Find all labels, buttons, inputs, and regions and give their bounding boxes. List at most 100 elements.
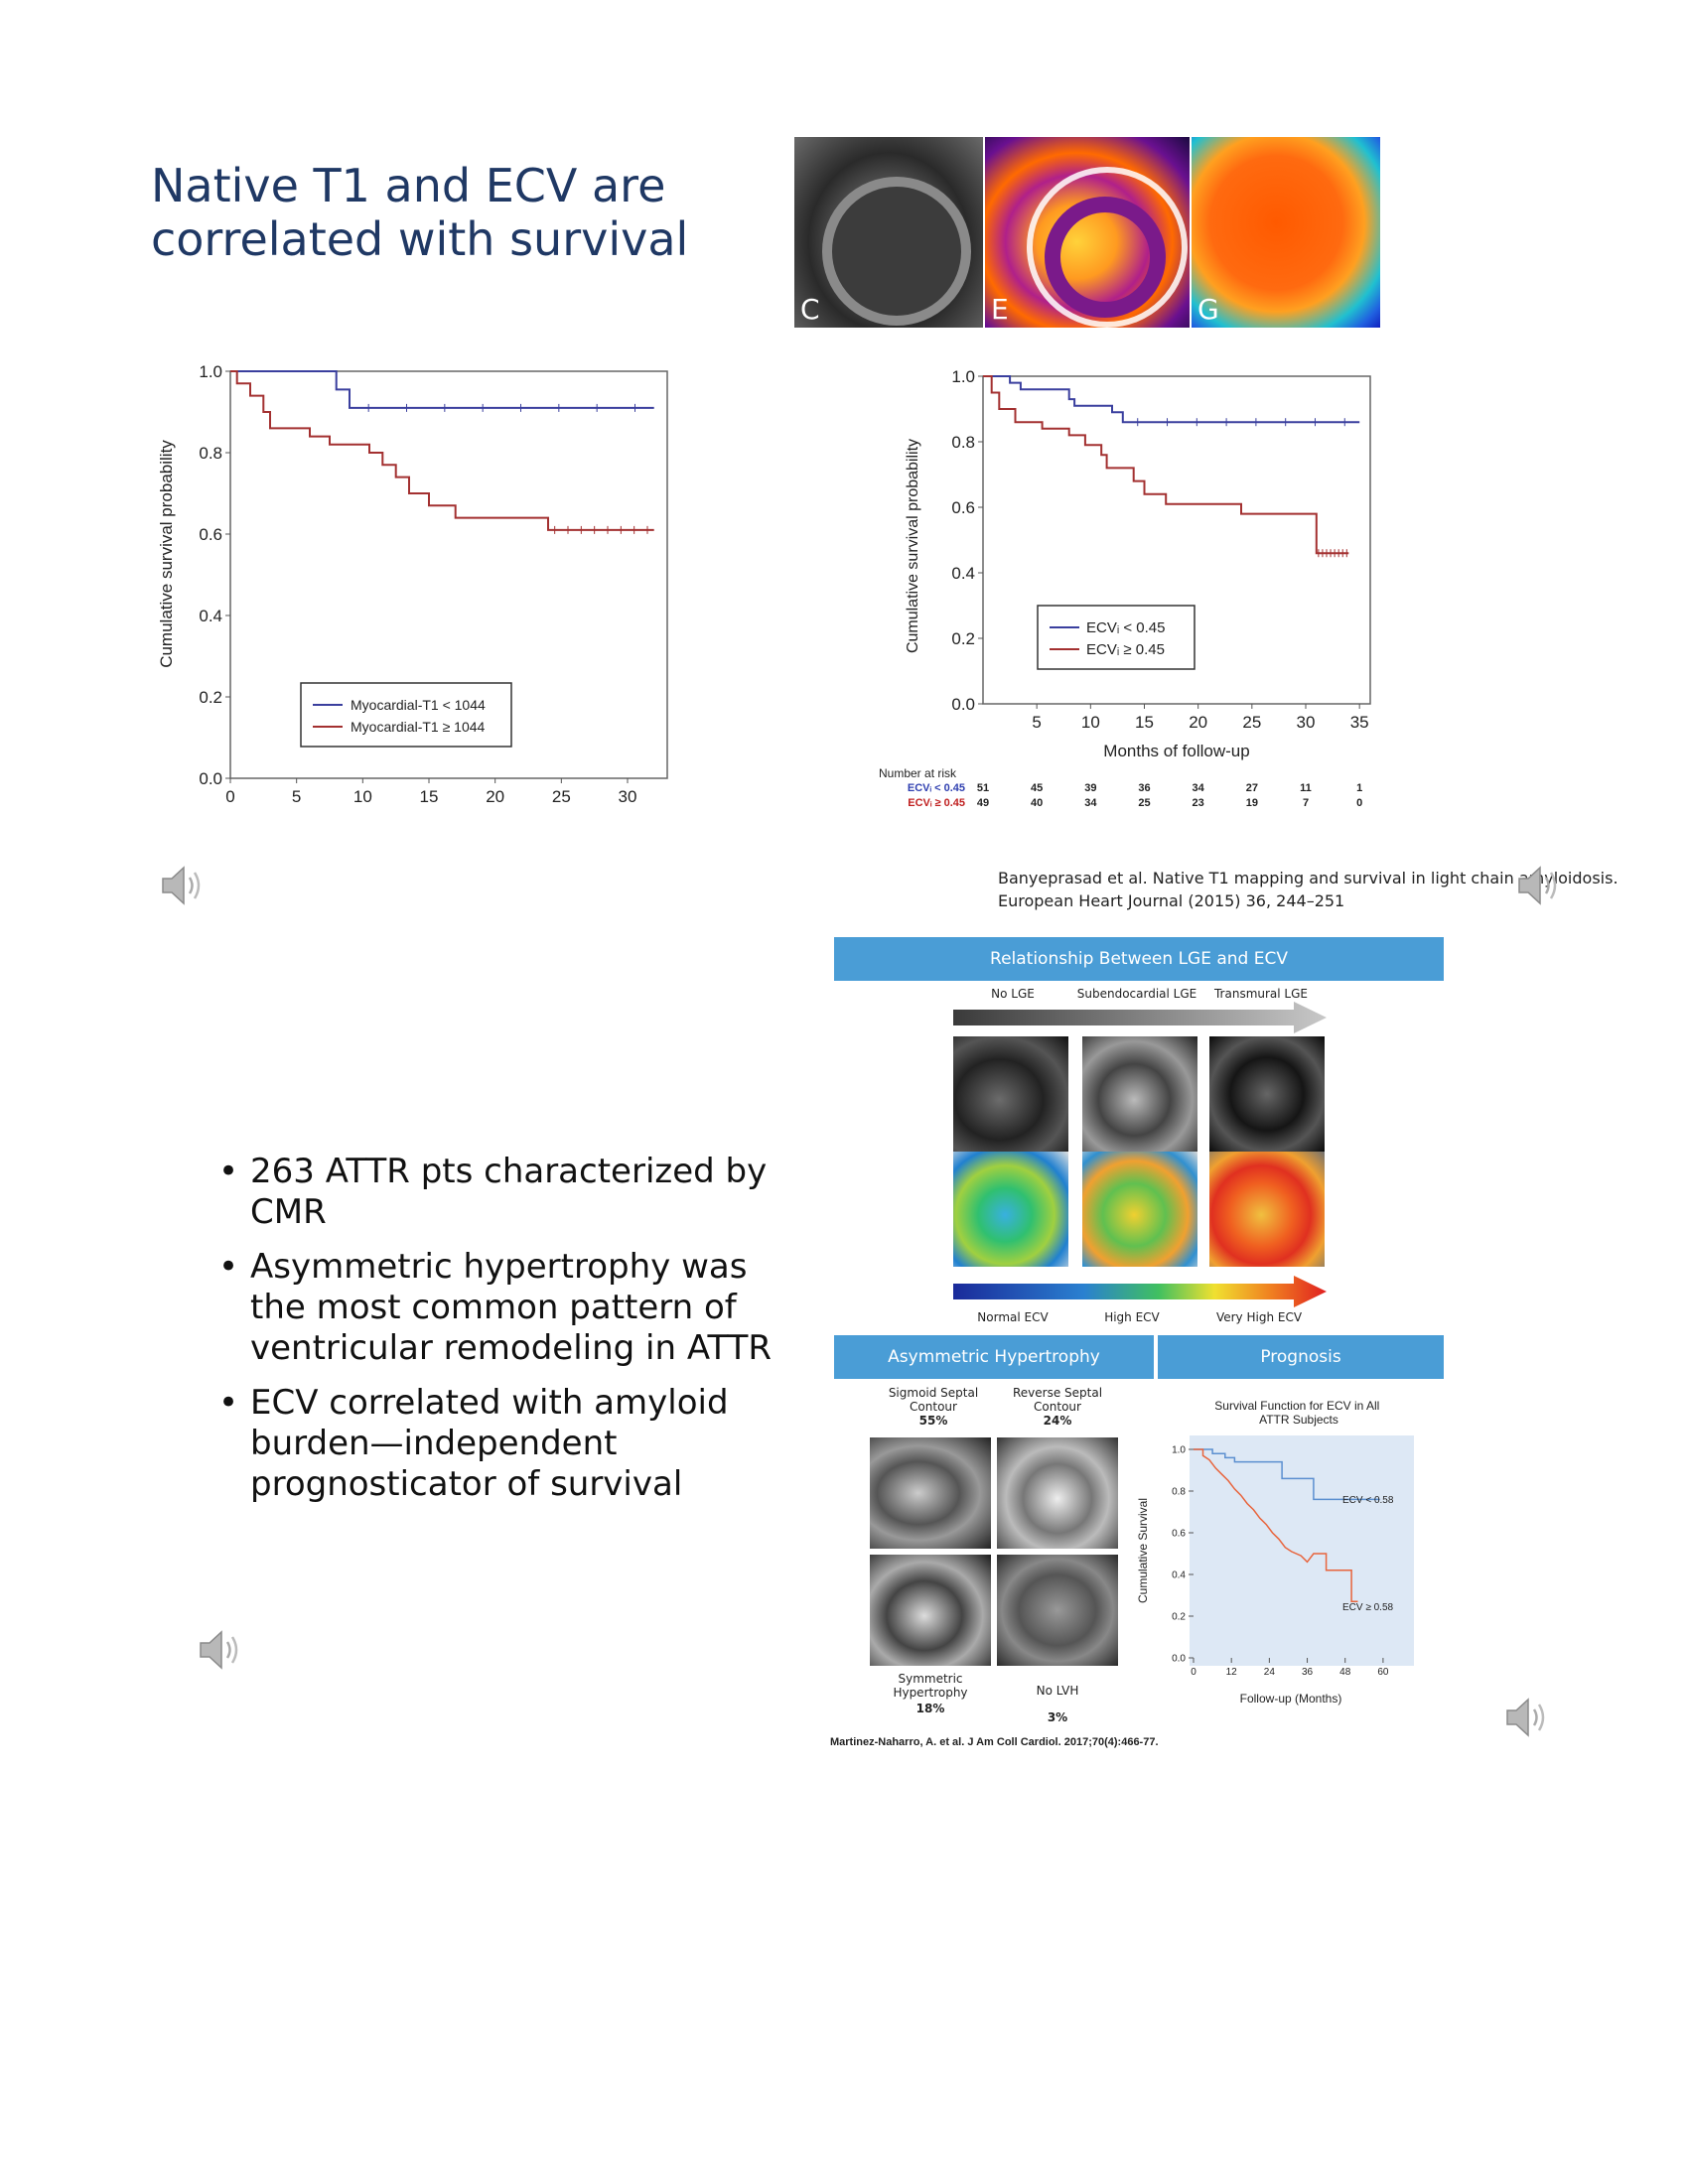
y-tick-label: 1.0 (199, 362, 222, 381)
risk-value: 40 (1031, 797, 1043, 809)
pattern-pct: 55% (918, 1414, 948, 1428)
title-line-1: Native T1 and ECV are (151, 159, 666, 212)
ecv-attr-survival-chart: Survival Function for ECV in All ATTR Su… (1136, 1399, 1414, 1706)
series-line-2 (983, 375, 1349, 555)
y-tick-label: 0.8 (951, 433, 975, 452)
x-tick-label: 35 (1350, 713, 1369, 732)
x-tick-label: 36 (1302, 1667, 1314, 1678)
audio-speaker-icon[interactable] (1501, 1692, 1553, 1743)
citation-1-line-1: Banyeprasad et al. Native T1 mapping and… (998, 869, 1618, 887)
band-asymmetric-hypertrophy: Asymmetric Hypertrophy (834, 1335, 1154, 1379)
citation-1-line-2: European Heart Journal (2015) 36, 244–25… (998, 891, 1345, 910)
x-tick-label: 10 (1081, 713, 1100, 732)
ecv-label-normal: Normal ECV (977, 1310, 1049, 1324)
x-tick-label: 15 (1135, 713, 1154, 732)
chart2-legend (1037, 605, 1196, 670)
pattern-sigmoid-septal: Sigmoid Septal Contour 55% (874, 1386, 993, 1428)
lge-label-transmural: Transmural LGE (1213, 987, 1308, 1001)
series-line-1 (983, 375, 1360, 424)
ecv-label-very-high: Very High ECV (1215, 1310, 1303, 1324)
chart3-plot-area (1190, 1435, 1414, 1666)
title-line-2: correlated with survival (151, 212, 689, 266)
y-tick-label: 0.2 (951, 629, 975, 648)
pattern-pct: 24% (1043, 1414, 1072, 1428)
chart2-legend-label-2: ECVᵢ ≥ 0.45 (1086, 641, 1165, 658)
chart2-frame (982, 375, 1371, 705)
ecv-map-normal-image (953, 1152, 1068, 1267)
y-tick-label: 0.0 (1172, 1654, 1186, 1665)
x-tick-label: 48 (1339, 1667, 1351, 1678)
risk-value: 1 (1356, 782, 1362, 794)
ecv-gradient-arrow (953, 1276, 1327, 1307)
series-line-1 (230, 370, 654, 409)
x-tick-label: 30 (1297, 713, 1316, 732)
y-tick-label: 0.4 (1172, 1570, 1186, 1581)
ecv-map-very-high-image (1209, 1152, 1325, 1267)
chart1-frame (229, 370, 668, 779)
mri-t1-map-image: E (985, 137, 1190, 328)
y-tick-label: 0.8 (1172, 1487, 1186, 1498)
y-tick-label: 1.0 (951, 367, 975, 386)
mri-no-lge-image (953, 1036, 1068, 1152)
chart1-legend-label-1: Myocardial-T1 < 1044 (351, 697, 486, 713)
risk-value: 36 (1138, 782, 1150, 794)
y-tick-label: 1.0 (1172, 1445, 1186, 1456)
mri-no-lvh-image (997, 1555, 1118, 1666)
risk-value: 19 (1246, 797, 1258, 809)
y-tick-label: 0.0 (951, 695, 975, 714)
risk-value: 51 (977, 782, 989, 794)
chart2-ylabel: Cumulative survival probability (905, 439, 921, 653)
risk-value: 34 (1193, 782, 1205, 794)
risk-value: 23 (1193, 797, 1204, 809)
band-lge-ecv: Relationship Between LGE and ECV (834, 937, 1444, 981)
mri-label-c: C (800, 293, 820, 326)
bullet-item: Asymmetric hypertrophy was the most comm… (218, 1247, 774, 1369)
series-line-1 (1194, 1448, 1380, 1501)
band-prognosis: Prognosis (1158, 1335, 1444, 1379)
x-tick-label: 20 (1189, 713, 1207, 732)
audio-speaker-icon[interactable] (1513, 860, 1565, 911)
bullet-item: 263 ATTR pts characterized by CMR (218, 1152, 774, 1233)
citation-martinez-naharro: Martinez-Naharro, A. et al. J Am Coll Ca… (830, 1736, 1159, 1748)
x-tick-label: 25 (1242, 713, 1261, 732)
mri-reverse-septal-image (997, 1437, 1118, 1549)
x-tick-label: 0 (225, 787, 234, 806)
risk-value: 49 (977, 797, 989, 809)
chart3-title-line: ATTR Subjects (1259, 1413, 1338, 1427)
risk-table-header: Number at risk (879, 766, 957, 780)
risk-row-label-1: ECVᵢ < 0.45 (908, 782, 965, 794)
risk-value: 0 (1356, 797, 1362, 809)
chart3-series-label-1: ECV < 0.58 (1342, 1495, 1394, 1506)
bullet-list: 263 ATTR pts characterized by CMR Asymme… (218, 1152, 774, 1519)
x-tick-label: 30 (619, 787, 637, 806)
chart3-xlabel: Follow-up (Months) (1240, 1692, 1342, 1706)
x-tick-label: 60 (1377, 1667, 1389, 1678)
risk-value: 7 (1303, 797, 1309, 809)
x-tick-label: 25 (552, 787, 571, 806)
pattern-pct: 18% (915, 1702, 945, 1715)
series-line-2 (230, 370, 654, 531)
y-tick-label: 0.2 (199, 688, 222, 707)
ecv-label-high: High ECV (1104, 1310, 1160, 1324)
chart3-ylabel: Cumulative Survival (1136, 1498, 1150, 1603)
chart2-legend-label-1: ECVᵢ < 0.45 (1086, 619, 1166, 636)
y-tick-label: 0.8 (199, 444, 222, 463)
lge-label-none: No LGE (991, 987, 1035, 1001)
y-tick-label: 0.4 (199, 607, 222, 625)
risk-value: 11 (1300, 782, 1312, 794)
audio-speaker-icon[interactable] (195, 1624, 246, 1676)
ecv-survival-chart: 0.00.20.40.60.81.05 10 15 20 25 30 35 ECVᵢ < 0… (879, 367, 1371, 809)
risk-value: 25 (1138, 797, 1150, 809)
x-tick-label: 10 (353, 787, 372, 806)
x-tick-label: 24 (1264, 1667, 1276, 1678)
pattern-name: Symmetric Hypertrophy (893, 1672, 968, 1700)
pattern-symmetric-hypertrophy: Symmetric Hypertrophy 18% (870, 1672, 991, 1715)
chart1-ylabel: Cumulative survival probability (157, 440, 176, 668)
mri-symmetric-hypertrophy-image (870, 1555, 991, 1666)
mri-grayscale-image: C (794, 137, 983, 328)
audio-speaker-icon[interactable] (157, 860, 209, 911)
chart2-xlabel: Months of follow-up (1103, 742, 1249, 760)
risk-row-label-2: ECVᵢ ≥ 0.45 (908, 797, 965, 809)
pattern-name: Reverse Septal Contour (1012, 1386, 1103, 1414)
chart3-title-line: Survival Function for ECV in All (1214, 1399, 1379, 1413)
